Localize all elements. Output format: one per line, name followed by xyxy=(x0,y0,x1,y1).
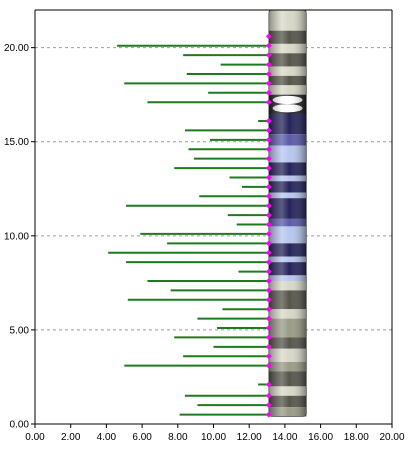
marker-point xyxy=(265,42,272,49)
x-tick-label: 14.00 xyxy=(272,432,297,443)
y-tick-label: 10.00 xyxy=(4,231,29,242)
x-tick-label: 8.00 xyxy=(168,432,188,443)
x-axis-ticks: 0.00 2.00 4.00 6.00 8.00 10.00 12.00 14.00 16.00… xyxy=(25,424,405,443)
marker-point xyxy=(265,343,272,350)
marker-point xyxy=(265,277,272,284)
marker-point xyxy=(265,155,272,162)
x-tick-label: 0.00 xyxy=(25,432,45,443)
marker-point xyxy=(265,268,272,275)
marker-point xyxy=(265,325,272,332)
y-axis-ticks: 0.00 5.00 10.00 15.00 20.00 xyxy=(4,43,35,431)
marker-point xyxy=(265,80,272,87)
marker-point xyxy=(265,362,272,369)
marker-point xyxy=(265,212,272,219)
x-tick-label: 10.00 xyxy=(201,432,226,443)
marker-point xyxy=(265,136,272,143)
ideogram-shading xyxy=(268,10,307,417)
marker-point xyxy=(265,89,272,96)
x-tick-label: 2.00 xyxy=(61,432,81,443)
marker-point xyxy=(265,296,272,303)
marker-point xyxy=(265,183,272,190)
plot-area xyxy=(35,10,392,424)
marker-point xyxy=(265,70,272,77)
y-tick-label: 0.00 xyxy=(10,420,30,431)
marker-point xyxy=(265,287,272,294)
marker-point xyxy=(265,61,272,68)
marker-point xyxy=(265,259,272,266)
marker-point xyxy=(265,230,272,237)
marker-point xyxy=(265,392,272,399)
y-tick-label: 15.00 xyxy=(4,137,29,148)
marker-point xyxy=(265,353,272,360)
marker-point xyxy=(265,127,272,134)
marker-point xyxy=(265,221,272,228)
marker-point xyxy=(265,33,272,40)
chromosome-ideogram xyxy=(268,9,307,417)
x-tick-label: 16.00 xyxy=(308,432,333,443)
marker-point xyxy=(265,52,272,59)
marker-point xyxy=(265,306,272,313)
marker-point xyxy=(265,334,272,341)
marker-point xyxy=(265,411,272,418)
y-tick-label: 5.00 xyxy=(10,325,30,336)
markers-layer xyxy=(265,33,272,418)
marker-point xyxy=(265,315,272,322)
stems-layer xyxy=(108,44,269,416)
x-tick-label: 18.00 xyxy=(344,432,369,443)
x-tick-label: 4.00 xyxy=(97,432,117,443)
marker-point xyxy=(265,402,272,409)
x-tick-label: 20.00 xyxy=(379,432,404,443)
marker-point xyxy=(265,381,272,388)
marker-point xyxy=(265,174,272,181)
y-tick-label: 20.00 xyxy=(4,43,29,54)
marker-point xyxy=(265,202,272,209)
marker-point xyxy=(265,146,272,153)
marker-point xyxy=(265,118,272,125)
marker-point xyxy=(265,193,272,200)
x-tick-label: 6.00 xyxy=(132,432,152,443)
x-tick-label: 12.00 xyxy=(237,432,262,443)
marker-point xyxy=(265,240,272,247)
marker-point xyxy=(265,249,272,256)
marker-point xyxy=(265,99,272,106)
marker-point xyxy=(265,165,272,172)
